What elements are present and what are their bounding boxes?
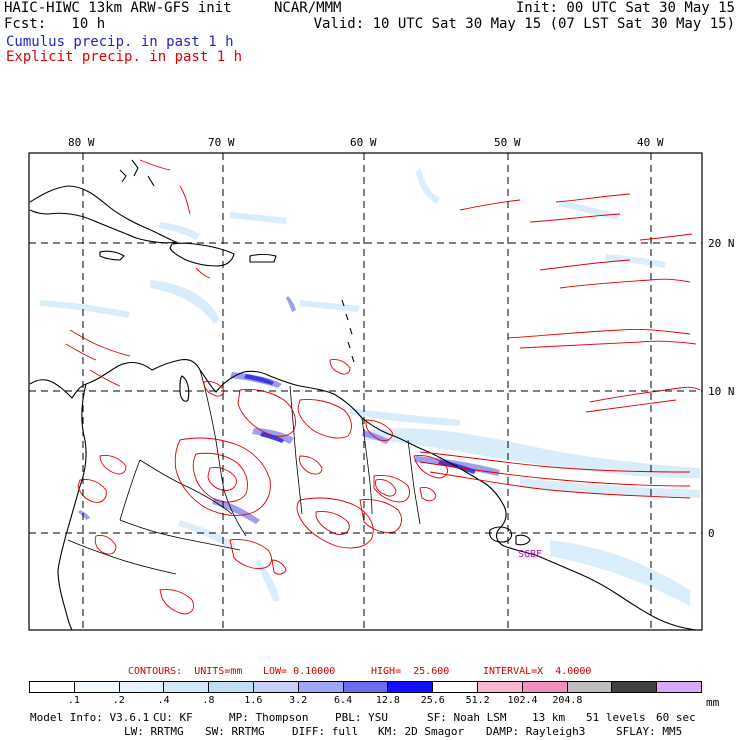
contour-units: CONTOURS: UNITS=mm — [128, 666, 243, 677]
colorbar-tick-label: 6.4 — [334, 695, 353, 706]
colorbar-swatch — [30, 682, 75, 692]
place-label-sgbe: SGBE — [518, 549, 542, 560]
colorbar-swatch — [612, 682, 658, 692]
microphysics-scheme: MP: Thompson — [229, 711, 309, 724]
colorbar-tick-label: 3.2 — [289, 695, 308, 706]
colorbar-tick-label: .1 — [67, 695, 80, 706]
cumulus-scheme: CU: KF — [153, 711, 193, 724]
lon-label-70w: 70 W — [208, 136, 235, 149]
surface-layer-scheme: SFLAY: MM5 — [616, 725, 683, 738]
colorbar-swatch — [298, 682, 344, 692]
km-option: KM: 2D Smagor — [378, 725, 465, 738]
forecast-hour: Fcst: 10 h — [4, 16, 106, 32]
colorbar-swatch — [657, 682, 701, 692]
colorbar-swatch — [164, 682, 210, 692]
lat-label-20n: 20 N — [708, 237, 735, 250]
cumulus-precip-field — [40, 168, 700, 606]
colorbar-swatch — [119, 682, 165, 692]
colorbar-tick-label: 25.6 — [420, 695, 445, 706]
lat-label-0: 0 — [708, 527, 715, 540]
explicit-precip-legend: Explicit precip. in past 1 h — [6, 49, 243, 65]
colorbar-swatch — [522, 682, 568, 692]
lon-label-60w: 60 W — [350, 136, 377, 149]
pbl-scheme: PBL: YSU — [335, 711, 388, 724]
colorbar-swatch — [74, 682, 120, 692]
colorbar-tick-label: 12.8 — [375, 695, 400, 706]
map-frame — [28, 152, 703, 631]
colorbar-swatch — [567, 682, 613, 692]
colorbar-swatch — [209, 682, 254, 692]
grid-spacing: 13 km — [532, 711, 566, 724]
time-step: 60 sec — [656, 711, 696, 724]
colorbar-swatch — [343, 682, 389, 692]
damping-option: DAMP: Rayleigh3 — [486, 725, 586, 738]
colorbar-unit: mm — [706, 696, 720, 709]
contour-high: HIGH= 25.600 — [371, 666, 450, 677]
lon-label-40w: 40 W — [637, 136, 664, 149]
colorbar-tick-label: 204.8 — [552, 695, 583, 706]
colorbar-tick-label: .8 — [202, 695, 215, 706]
contour-low: LOW= 0.10000 — [263, 666, 336, 677]
contour-interval: INTERVAL=X 4.0000 — [483, 666, 592, 677]
colorbar — [29, 681, 702, 693]
coastlines — [29, 159, 697, 630]
precip-map: SGBE — [28, 152, 703, 631]
surface-scheme: SF: Noah LSM — [427, 711, 507, 724]
colorbar-tick-label: .2 — [112, 695, 125, 706]
colorbar-tick-label: 1.6 — [244, 695, 263, 706]
explicit-precip-contours — [65, 159, 701, 615]
organization-label: NCAR/MMM — [274, 0, 342, 16]
vertical-levels: 51 levels — [586, 711, 646, 724]
colorbar-labels: .1 .2 .4 .8 1.6 3.2 6.4 12.8 25.6 51.2 102.4 204.8 — [0, 695, 740, 707]
init-time: Init: 00 UTC Sat 30 May 15 — [515, 0, 735, 16]
longwave-scheme: LW: RRTMG — [124, 725, 184, 738]
lat-label-10n: 10 N — [708, 385, 735, 398]
valid-time: Valid: 10 UTC Sat 30 May 15 (07 LST Sat … — [313, 16, 735, 32]
colorbar-tick-label: 51.2 — [465, 695, 490, 706]
colorbar-tick-label: .4 — [157, 695, 170, 706]
colorbar-swatch — [388, 682, 434, 692]
contour-info: CONTOURS: UNITS=mm LOW= 0.10000 HIGH= 25… — [0, 666, 740, 721]
diffusion-option: DIFF: full — [292, 725, 359, 738]
map-title: HAIC-HIWC 13km ARW-GFS init — [4, 0, 232, 16]
colorbar-swatch — [253, 682, 299, 692]
lon-label-50w: 50 W — [494, 136, 521, 149]
graticule — [29, 153, 702, 630]
colorbar-tick-label: 102.4 — [507, 695, 538, 706]
lon-label-80w: 80 W — [68, 136, 95, 149]
cumulus-precip-legend: Cumulus precip. in past 1 h — [6, 34, 234, 50]
model-version: Model Info: V3.6.1 — [30, 711, 150, 724]
colorbar-swatch — [433, 682, 478, 692]
colorbar-swatch — [477, 682, 523, 692]
shortwave-scheme: SW: RRTMG — [205, 725, 265, 738]
